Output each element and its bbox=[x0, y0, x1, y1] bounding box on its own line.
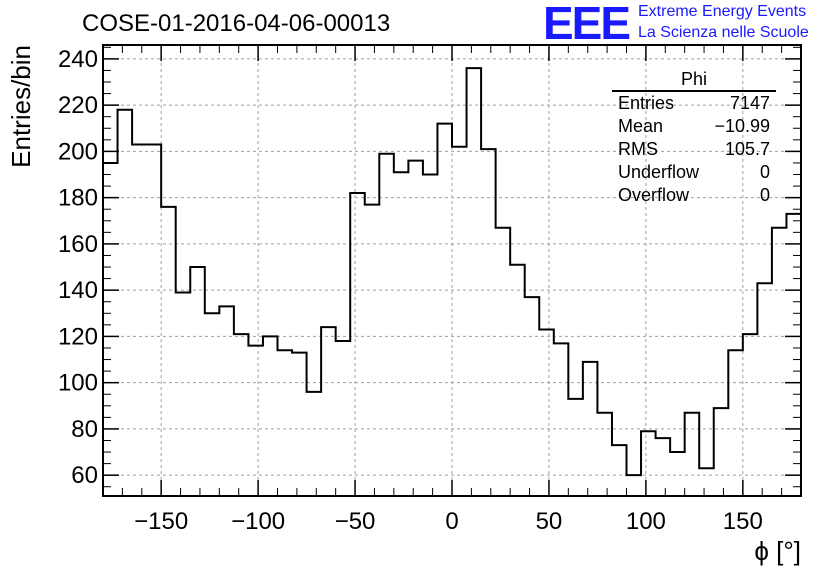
x-axis-label: ϕ [°] bbox=[754, 536, 801, 566]
stats-row-rms: RMS 105.7 bbox=[612, 138, 776, 161]
y-tick-label: 160 bbox=[58, 231, 98, 258]
y-tick-label: 200 bbox=[58, 138, 98, 165]
y-tick-label: 80 bbox=[71, 416, 98, 443]
x-tick-label: −50 bbox=[335, 508, 376, 535]
stats-label: Entries bbox=[618, 93, 675, 113]
chart-title: COSE-01-2016-04-06-00013 bbox=[82, 10, 391, 37]
x-tick-label: 100 bbox=[626, 508, 666, 535]
stats-value: 105.7 bbox=[724, 139, 770, 159]
x-tick-label: 0 bbox=[445, 508, 458, 535]
logo-text-line1: Extreme Energy Events bbox=[638, 3, 807, 20]
y-tick-label: 60 bbox=[71, 462, 98, 489]
stats-label: Overflow bbox=[618, 185, 690, 205]
stats-value: 7147 bbox=[729, 93, 770, 113]
stats-label: RMS bbox=[618, 139, 658, 159]
stats-label: Underflow bbox=[618, 162, 700, 182]
stats-row-mean: Mean −10.99 bbox=[612, 115, 776, 138]
logo-text-line2: La Scienza nelle Scuole bbox=[638, 24, 809, 41]
stats-label: Mean bbox=[618, 116, 664, 136]
y-tick-label: 120 bbox=[58, 323, 98, 350]
stats-box: Phi Entries 7147 Mean −10.99 RMS 105.7 U… bbox=[612, 68, 776, 207]
x-tick-label: 50 bbox=[536, 508, 563, 535]
stats-row-overflow: Overflow 0 bbox=[612, 184, 776, 207]
x-tick-label: −150 bbox=[134, 508, 188, 535]
histogram-line bbox=[103, 67, 802, 477]
y-tick-label: 140 bbox=[58, 277, 98, 304]
stats-title: Phi bbox=[612, 68, 776, 92]
stats-row-entries: Entries 7147 bbox=[612, 92, 776, 115]
x-tick-label: 150 bbox=[723, 508, 763, 535]
y-axis-label: Entries/bin bbox=[6, 45, 36, 168]
stats-value: 0 bbox=[759, 185, 770, 205]
stats-row-underflow: Underflow 0 bbox=[612, 161, 776, 184]
x-tick-label: −100 bbox=[231, 508, 285, 535]
stats-value: −10.99 bbox=[714, 116, 770, 136]
y-tick-label: 100 bbox=[58, 370, 98, 397]
eee-logo-mark: EEE bbox=[543, 0, 631, 49]
y-tick-label: 180 bbox=[58, 185, 98, 212]
stats-value: 0 bbox=[759, 162, 770, 182]
y-tick-label: 240 bbox=[58, 46, 98, 73]
y-tick-label: 220 bbox=[58, 92, 98, 119]
